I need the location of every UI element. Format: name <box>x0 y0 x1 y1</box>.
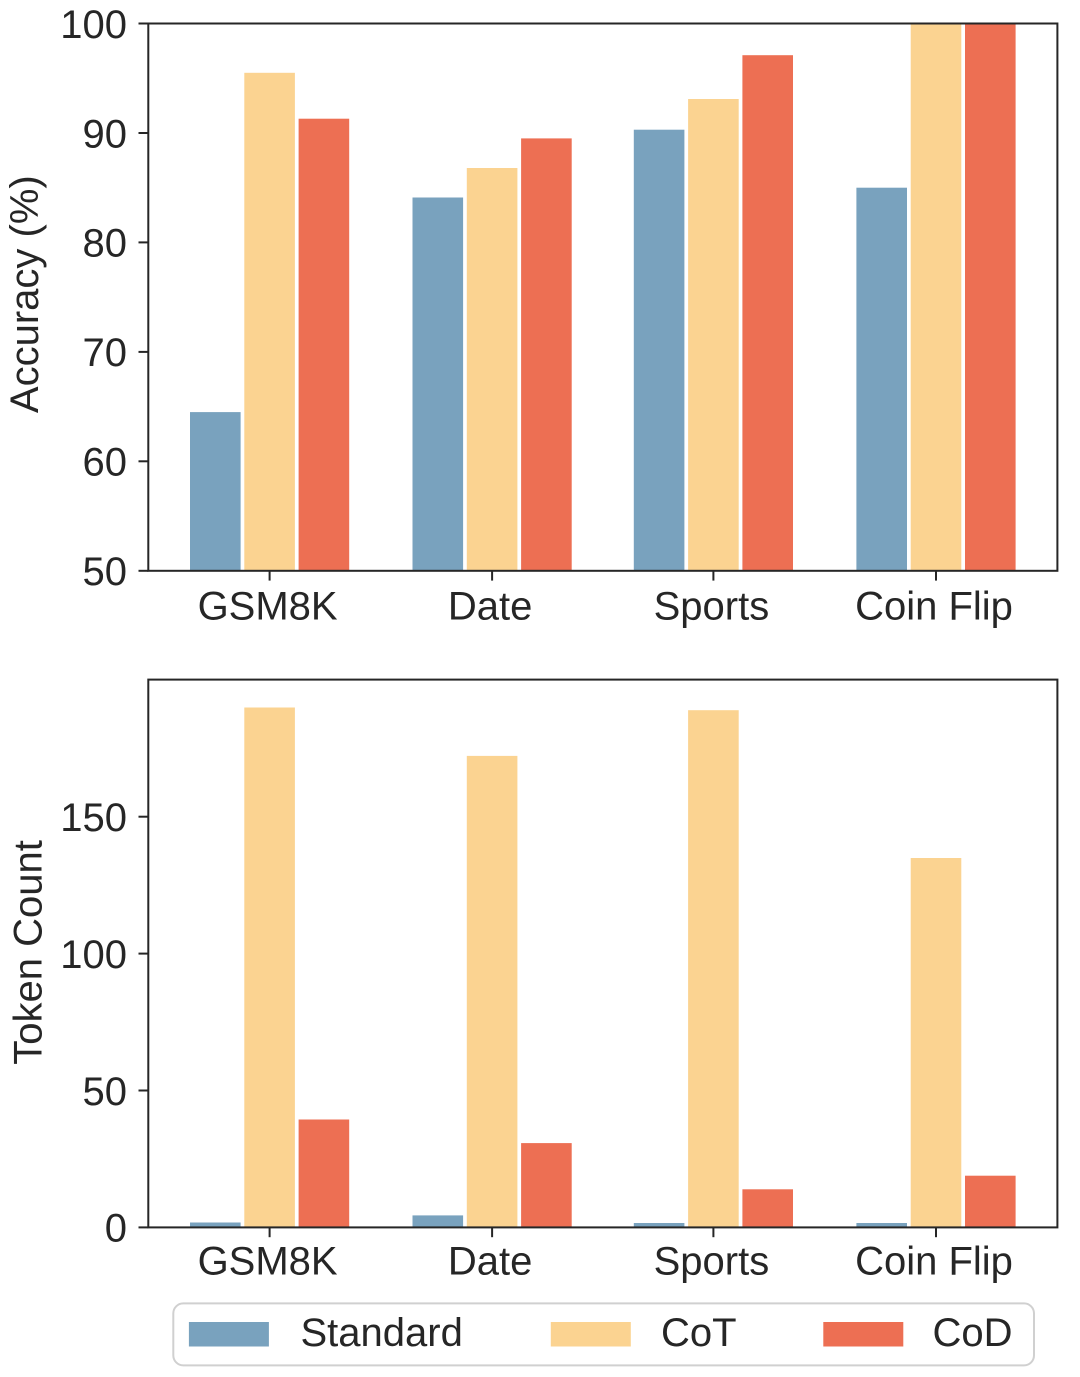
svg-text:100: 100 <box>60 3 127 47</box>
svg-text:100: 100 <box>60 933 127 977</box>
svg-text:90: 90 <box>83 112 128 156</box>
svg-text:60: 60 <box>83 441 128 485</box>
svg-text:CoT: CoT <box>661 1311 737 1355</box>
svg-text:0: 0 <box>105 1207 127 1251</box>
svg-text:Token Count: Token Count <box>7 840 51 1065</box>
svg-text:GSM8K: GSM8K <box>198 585 338 629</box>
svg-text:Sports: Sports <box>654 1240 770 1284</box>
svg-text:GSM8K: GSM8K <box>198 1240 338 1284</box>
svg-text:CoD: CoD <box>933 1311 1013 1355</box>
svg-text:Coin Flip: Coin Flip <box>855 585 1013 629</box>
svg-text:Accuracy (%): Accuracy (%) <box>3 175 47 413</box>
svg-text:Date: Date <box>448 585 533 629</box>
svg-text:150: 150 <box>60 796 127 840</box>
svg-text:80: 80 <box>83 222 128 266</box>
svg-text:70: 70 <box>83 331 128 375</box>
svg-text:Standard: Standard <box>301 1311 463 1355</box>
svg-text:Sports: Sports <box>654 585 770 629</box>
svg-text:Date: Date <box>448 1240 533 1284</box>
svg-text:50: 50 <box>83 1070 128 1114</box>
svg-text:Coin Flip: Coin Flip <box>855 1240 1013 1284</box>
svg-text:50: 50 <box>83 550 128 594</box>
